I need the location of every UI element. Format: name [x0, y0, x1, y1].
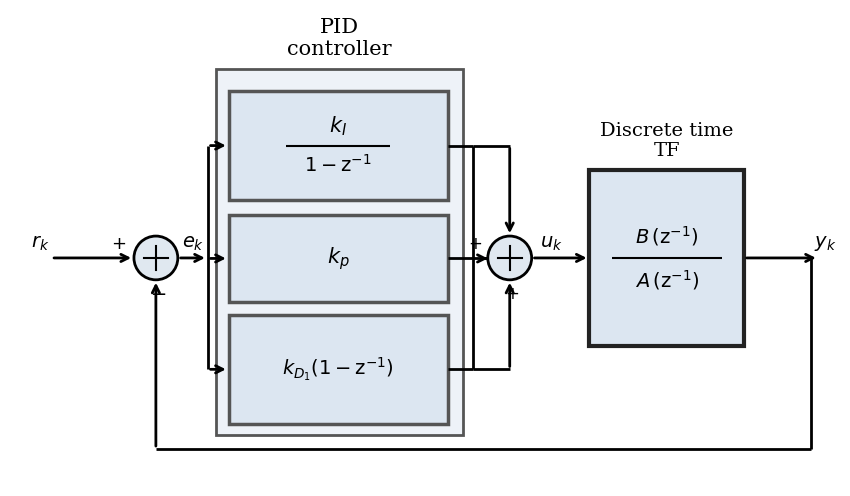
Text: PID
controller: PID controller [287, 18, 392, 59]
Text: +: + [505, 285, 518, 303]
Text: $1-\mathrm{z}^{-1}$: $1-\mathrm{z}^{-1}$ [304, 154, 372, 176]
Text: $B\,(\mathrm{z}^{-1})$: $B\,(\mathrm{z}^{-1})$ [635, 225, 699, 248]
Bar [229, 314, 448, 424]
Text: $k_{D_1}(1-\mathrm{z}^{-1})$: $k_{D_1}(1-\mathrm{z}^{-1})$ [282, 356, 394, 383]
Text: $r_k$: $r_k$ [31, 235, 49, 253]
Bar [229, 215, 448, 302]
Text: +: + [111, 235, 126, 253]
Text: $u_k$: $u_k$ [540, 235, 563, 253]
Bar [589, 171, 744, 346]
Circle shape [488, 236, 531, 280]
Text: $y_k$: $y_k$ [813, 234, 836, 253]
Circle shape [134, 236, 178, 280]
Bar [216, 69, 463, 435]
Text: +: + [468, 235, 482, 253]
Text: Discrete time
TF: Discrete time TF [600, 122, 734, 161]
Text: $k_p$: $k_p$ [327, 245, 349, 272]
Text: $k_I$: $k_I$ [329, 114, 348, 137]
Text: $A\,(\mathrm{z}^{-1})$: $A\,(\mathrm{z}^{-1})$ [635, 268, 699, 292]
Bar [229, 91, 448, 200]
Text: −: − [150, 285, 167, 304]
Text: $e_k$: $e_k$ [182, 235, 204, 253]
